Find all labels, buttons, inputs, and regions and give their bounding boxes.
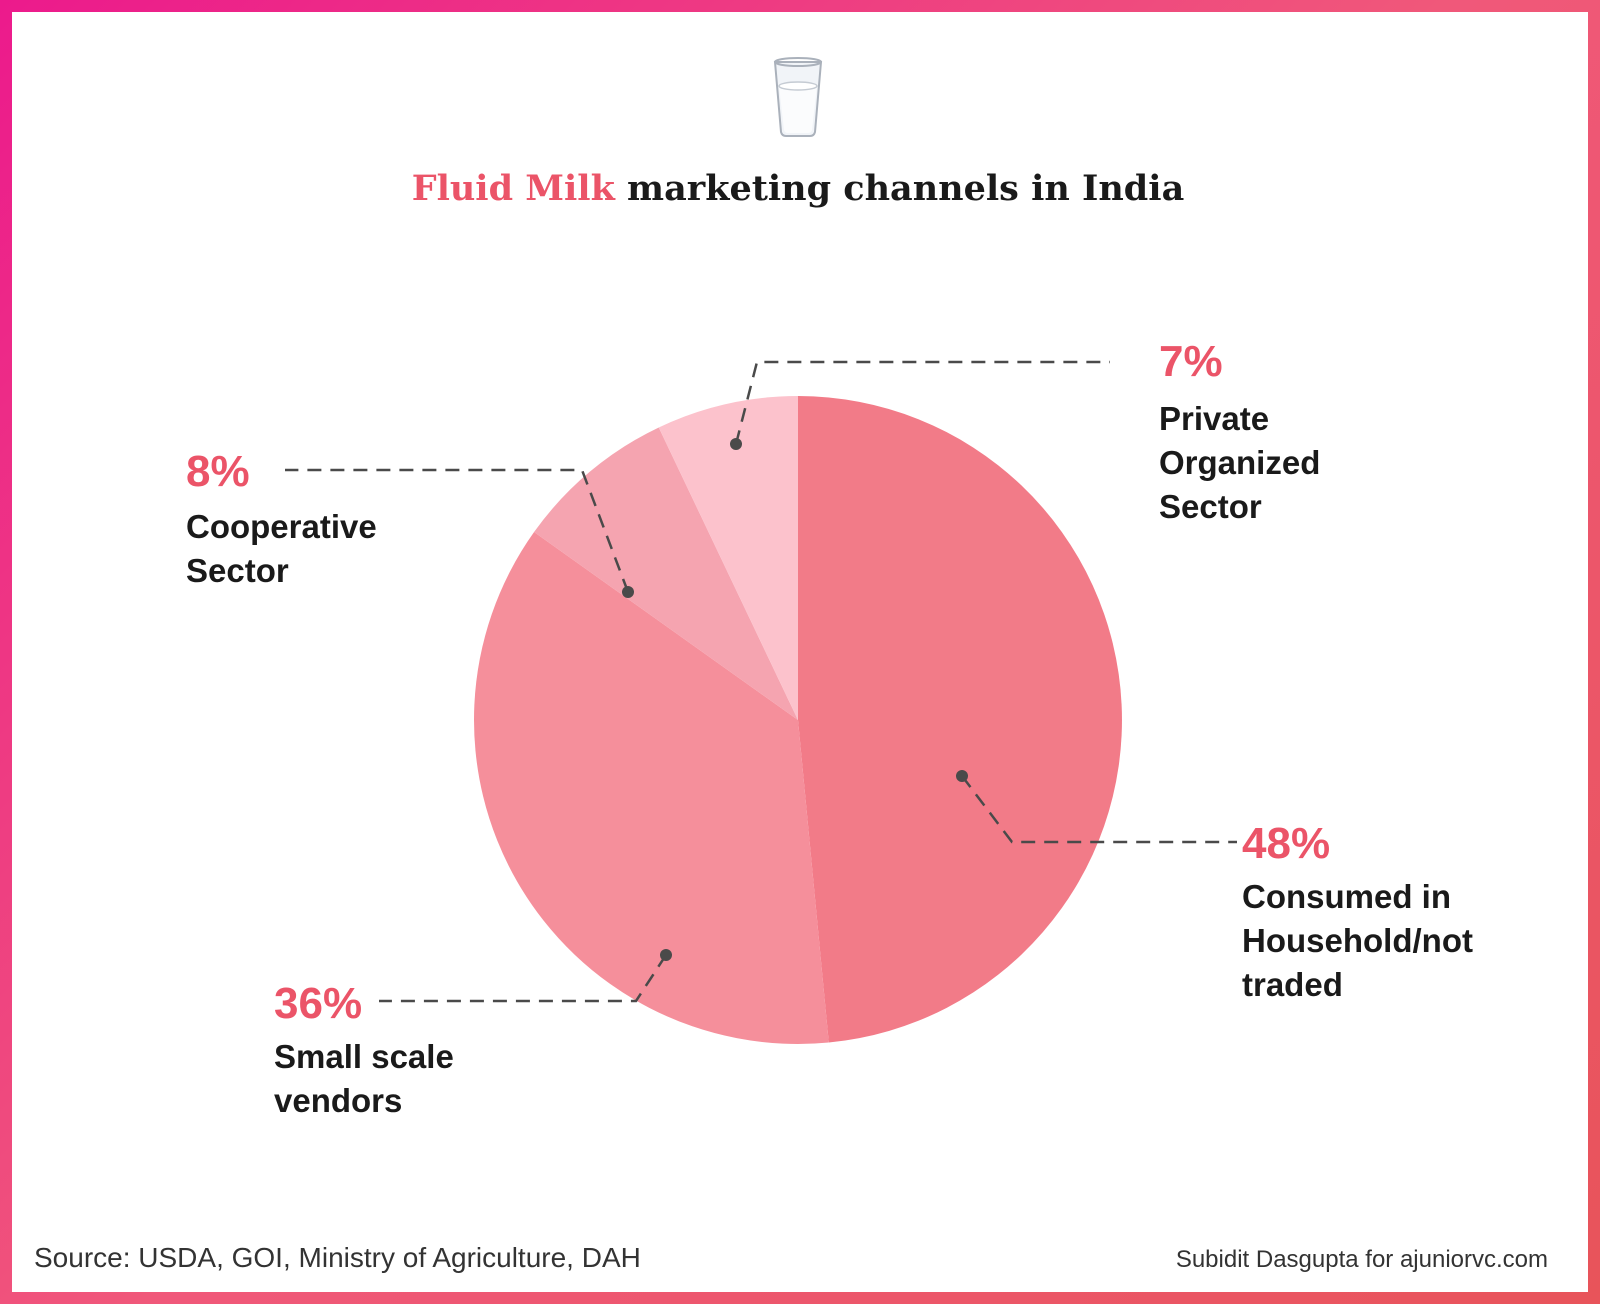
name-label-household: Consumed in Household/not traded [1242,878,1482,1003]
pie-slice-small-scale-vendors [474,532,829,1044]
pie-slice-cooperative-sector [534,427,798,720]
name-label-small-scale-vendors: Small scale vendors [274,1038,463,1119]
source-note: Source: USDA, GOI, Ministry of Agricultu… [34,1242,641,1273]
name-line: traded [1242,966,1343,1003]
name-label-private-organized-sector: Private Organized Sector [1159,400,1330,525]
author-credit: Subidit Dasgupta for ajuniorvc.com [1175,1246,1548,1273]
name-line: Cooperative [186,508,377,545]
name-line: Household/not [1242,922,1473,959]
name-line: Small scale [274,1038,454,1075]
name-line: vendors [274,1082,402,1119]
title-highlight: Fluid Milk [412,168,616,209]
leader-line-household [961,775,1237,844]
leader-line-cooperative-sector [285,468,630,593]
pct-label-cooperative-sector: 8% [186,447,250,496]
chart-title: Fluid Milk marketing channels in India [412,168,1185,209]
name-line: Sector [186,552,289,589]
pie-slice-private-organized-sector [658,396,798,720]
pct-label-small-scale-vendors: 36% [274,979,362,1028]
pie-chart: Fluid Milk marketing channels in India 4… [186,57,1482,1119]
leader-dot-small-scale-vendors [660,949,672,961]
name-label-cooperative-sector: Cooperative Sector [186,508,386,589]
leader-dot-household [956,770,968,782]
pct-label-private-organized-sector: 7% [1159,337,1223,386]
milk-glass-icon [773,57,823,137]
pie-slice-household [798,396,1122,1043]
leader-dot-private-organized-sector [730,438,742,450]
name-line: Consumed in [1242,878,1451,915]
name-line: Organized [1159,444,1320,481]
pct-label-household: 48% [1242,819,1330,868]
leader-line-small-scale-vendors [379,954,668,1003]
name-line: Sector [1159,488,1262,525]
name-line: Private [1159,400,1269,437]
title-rest: marketing channels in India [615,168,1184,209]
infographic-card: Fluid Milk marketing channels in India 4… [12,12,1588,1292]
leader-dot-cooperative-sector [622,586,634,598]
leader-line-private-organized-sector [734,360,1110,445]
